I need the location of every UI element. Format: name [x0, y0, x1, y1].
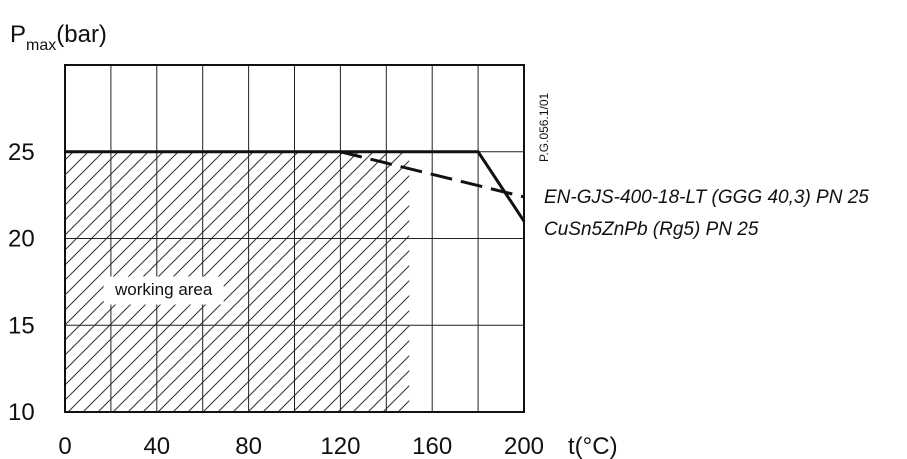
y-axis-title: Pmax(bar) [10, 21, 107, 54]
x-tick-label: 120 [320, 433, 360, 459]
x-axis-title: t(°C) [568, 433, 618, 459]
plot-frame [64, 64, 525, 413]
x-tick-labels: 0 40 80 120 160 200 [58, 433, 544, 459]
y-tick-label: 20 [8, 226, 35, 253]
side-code: P.G.056.1/01 [537, 93, 551, 162]
series-group [65, 150, 526, 222]
working-area-label: working area [114, 280, 213, 299]
grid [65, 65, 524, 412]
x-tick-label: 40 [143, 433, 170, 459]
working-area-label-bg [103, 276, 224, 305]
x-tick-label: 80 [235, 433, 262, 459]
y-tick-label: 25 [8, 139, 35, 166]
y-tick-labels: 10 15 20 25 [8, 139, 35, 426]
x-tick-label: 160 [412, 433, 452, 459]
y-tick-label: 10 [8, 399, 35, 426]
y-tick-label: 15 [8, 312, 35, 339]
series-line-1 [340, 150, 525, 199]
x-tick-label: 0 [58, 433, 71, 459]
legend-label-bronze: CuSn5ZnPb (Rg5) PN 25 [544, 219, 759, 240]
y-axis-title-main: P [10, 21, 26, 48]
y-axis-title-unit: (bar) [56, 21, 107, 48]
series-line-0 [65, 150, 526, 222]
y-axis-title-sub: max [26, 37, 56, 54]
legend-label-ductile-iron: EN-GJS-400-18-LT (GGG 40,3) PN 25 [544, 187, 869, 208]
x-tick-label: 200 [504, 433, 544, 459]
